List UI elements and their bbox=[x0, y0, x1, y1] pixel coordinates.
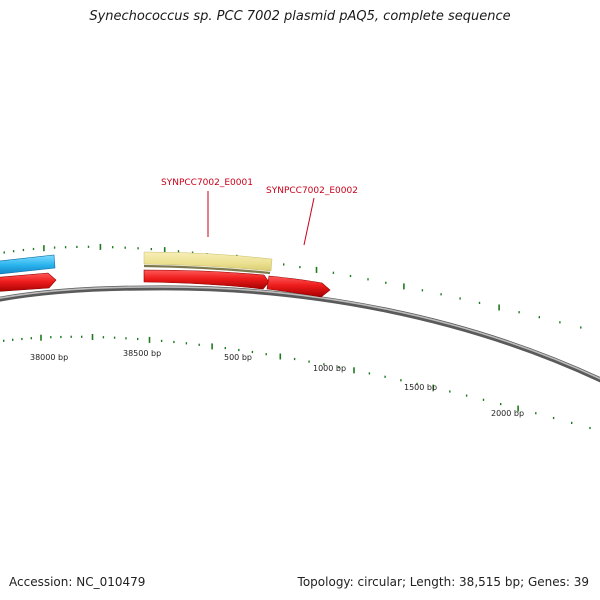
inner-tick-ring bbox=[3, 334, 591, 430]
plasmid-backbone bbox=[0, 285, 600, 383]
gene-arrow-reverse[interactable] bbox=[0, 254, 56, 275]
coordinate-label: 1500 bp bbox=[404, 383, 437, 392]
plasmid-backbone-highlight bbox=[0, 286, 600, 380]
coordinate-label: 38500 bp bbox=[123, 349, 161, 358]
gene-label-synpcc7002-e0002[interactable]: SYNPCC7002_E0002 bbox=[266, 186, 358, 196]
coordinate-label: 500 bp bbox=[224, 353, 252, 362]
coordinate-label: 38000 bp bbox=[30, 353, 68, 362]
gene-label-synpcc7002-e0001[interactable]: SYNPCC7002_E0001 bbox=[161, 178, 253, 188]
gene-arrow-synpcc7002-e0002[interactable] bbox=[266, 275, 331, 298]
feature-highlight[interactable] bbox=[143, 251, 273, 272]
accession-label: Accession: NC_010479 bbox=[9, 575, 146, 589]
coordinate-label: 1000 bp bbox=[313, 364, 346, 373]
coordinate-label: 2000 bp bbox=[491, 409, 524, 418]
feature-highlight-underline bbox=[143, 264, 271, 275]
gene-arrow-forward[interactable] bbox=[0, 272, 57, 292]
map-summary: Topology: circular; Length: 38,515 bp; G… bbox=[297, 575, 589, 589]
gene-label-leader bbox=[303, 197, 315, 246]
map-title: Synechococcus sp. PCC 7002 plasmid pAQ5,… bbox=[89, 9, 511, 24]
gene-arrow-synpcc7002-e0001[interactable] bbox=[143, 269, 270, 290]
